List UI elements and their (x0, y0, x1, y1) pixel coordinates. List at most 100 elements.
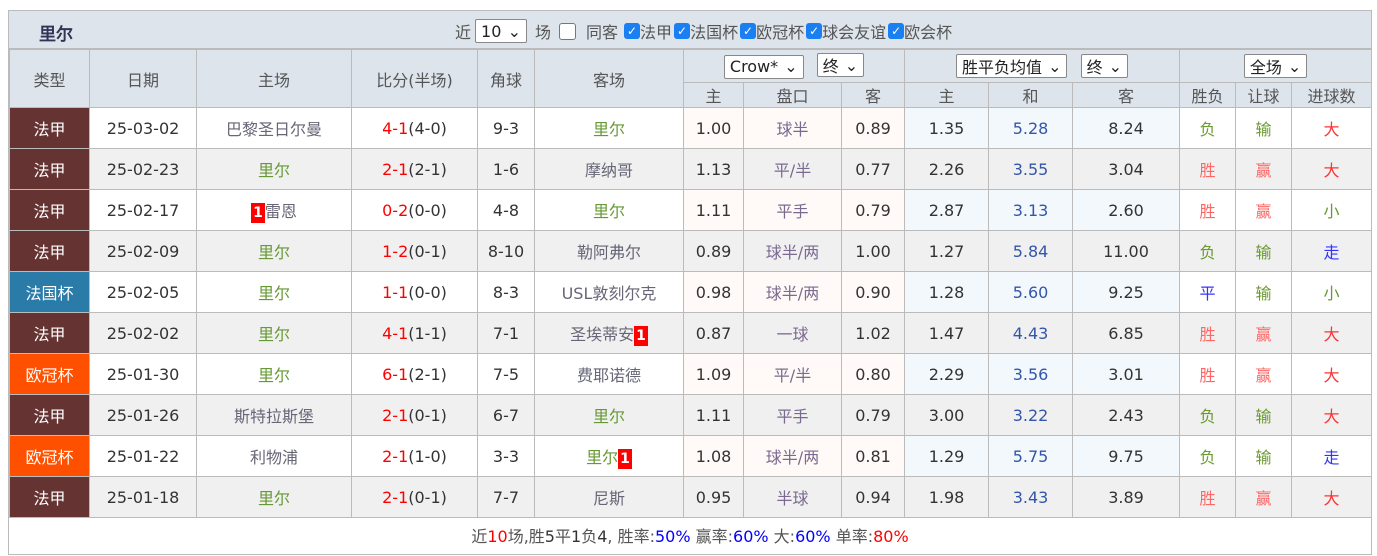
match-type[interactable]: 法甲 (9, 476, 90, 518)
away-team[interactable]: USL敦刻尔克 (534, 271, 684, 313)
full-score: 2-1 (382, 159, 409, 179)
goals-result: 小 (1291, 271, 1373, 313)
away-team[interactable]: 里尔 (534, 394, 684, 436)
match-type[interactable]: 法甲 (9, 148, 90, 190)
score[interactable]: 1-1(0-0) (351, 271, 478, 313)
full-score: 4-1 (382, 118, 409, 138)
team-title: 里尔 (39, 25, 73, 45)
score[interactable]: 4-1(4-0) (351, 107, 478, 149)
recent-count-select[interactable]: 10 ⌄ (475, 19, 528, 43)
home-team[interactable]: 斯特拉斯堡 (196, 394, 352, 436)
team-name: 圣埃蒂安 (570, 324, 635, 344)
league-checkbox[interactable]: ✓ (888, 23, 905, 39)
home-team[interactable]: 1 雷恩 (196, 189, 352, 231)
same-away-checkbox[interactable] (559, 22, 577, 40)
odds-stage-select[interactable]: 终 ⌄ (1080, 54, 1128, 78)
home-team[interactable]: 里尔 (196, 476, 352, 518)
score[interactable]: 1-2(0-1) (351, 230, 478, 272)
odds-draw: 5.84 (988, 230, 1074, 272)
score[interactable]: 2-1(0-1) (351, 476, 478, 518)
score[interactable]: 0-2(0-0) (351, 189, 478, 231)
corners: 7-7 (477, 476, 535, 518)
corners: 8-3 (477, 271, 535, 313)
goals-result: 小 (1291, 189, 1373, 231)
match-type[interactable]: 欧冠杯 (9, 353, 90, 395)
header-type: 类型 (9, 49, 90, 108)
home-team[interactable]: 里尔 (196, 230, 352, 272)
company-select[interactable]: Crow* ⌄ (723, 54, 804, 79)
league-checkbox[interactable]: ✓ (674, 23, 691, 39)
handicap-stage-select[interactable]: 终 ⌄ (816, 53, 865, 78)
result: 胜 (1179, 476, 1237, 518)
period-select[interactable]: 全场 ⌄ (1243, 54, 1308, 78)
corners: 7-1 (477, 312, 535, 354)
home-team[interactable]: 巴黎圣日尔曼 (196, 107, 352, 149)
odds-draw: 4.43 (988, 312, 1074, 354)
score[interactable]: 6-1(2-1) (351, 353, 478, 395)
subheader: 主 (683, 82, 744, 108)
away-team[interactable]: 摩纳哥 (534, 148, 684, 190)
away-team[interactable]: 里尔 1 (534, 435, 684, 477)
match-type[interactable]: 法甲 (9, 394, 90, 436)
league-checkbox[interactable]: ✓ (624, 23, 641, 39)
home-team[interactable]: 里尔 (196, 271, 352, 313)
score[interactable]: 2-1(2-1) (351, 148, 478, 190)
home-team[interactable]: 里尔 (196, 312, 352, 354)
full-score: 1-2 (382, 241, 409, 261)
league-checkbox[interactable]: ✓ (740, 23, 757, 39)
handicap-result: 赢 (1235, 353, 1293, 395)
team-name: 雷恩 (264, 201, 297, 221)
score[interactable]: 2-1(0-1) (351, 394, 478, 436)
away-team[interactable]: 勒阿弗尔 (534, 230, 684, 272)
title-bar: 里尔 近 10 ⌄ 场 同客 ✓ 法甲 ✓ 法国杯 ✓ 欧冠杯 ✓ 球会友谊 ✓ 欧会杯 (9, 11, 1371, 49)
handicap-home-odds: 1.00 (683, 107, 744, 149)
half-score: (4-0) (408, 118, 447, 138)
table-row: 法甲 25-03-02 巴黎圣日尔曼 4-1(4-0) 9-3 里尔 1.00 … (9, 107, 1373, 149)
league-checkbox[interactable]: ✓ (806, 23, 823, 39)
handicap-result: 输 (1235, 435, 1293, 477)
match-type[interactable]: 法甲 (9, 107, 90, 149)
full-score: 0-2 (382, 200, 409, 220)
away-team[interactable]: 费耶诺德 (534, 353, 684, 395)
odds-away: 2.43 (1072, 394, 1181, 436)
handicap-away-odds: 0.79 (840, 189, 906, 231)
table-row: 法甲 25-02-23 里尔 2-1(2-1) 1-6 摩纳哥 1.13 平/半… (9, 148, 1373, 190)
match-type[interactable]: 欧冠杯 (9, 435, 90, 477)
league-label: 欧会杯 (904, 23, 953, 42)
odds-type-select[interactable]: 胜平负均值 ⌄ (956, 54, 1068, 78)
match-type[interactable]: 法甲 (9, 312, 90, 354)
half-score: (2-1) (408, 159, 447, 179)
match-date: 25-01-18 (89, 476, 197, 518)
score[interactable]: 4-1(1-1) (351, 312, 478, 354)
league-label: 法甲 (640, 23, 673, 42)
away-team[interactable]: 里尔 (534, 189, 684, 231)
team-name: 里尔 (592, 120, 625, 139)
away-team[interactable]: 里尔 (534, 107, 684, 149)
handicap-away-odds: 0.77 (840, 148, 906, 190)
away-team[interactable]: 尼斯 (534, 476, 684, 518)
odds-away: 9.25 (1072, 271, 1181, 313)
odds-draw: 5.75 (988, 435, 1074, 477)
handicap-line: 平手 (743, 189, 842, 231)
result-header: 全场 ⌄ (1179, 49, 1373, 83)
handicap-result: 赢 (1235, 148, 1293, 190)
handicap-line: 一球 (743, 312, 842, 354)
match-type[interactable]: 法甲 (9, 189, 90, 231)
handicap-line: 球半/两 (743, 271, 842, 313)
score[interactable]: 2-1(1-0) (351, 435, 478, 477)
handicap-line: 半球 (743, 476, 842, 518)
home-team[interactable]: 利物浦 (196, 435, 352, 477)
odds-draw: 3.13 (988, 189, 1074, 231)
handicap-away-odds: 0.89 (840, 107, 906, 149)
goals-result: 大 (1291, 107, 1373, 149)
match-type[interactable]: 法甲 (9, 230, 90, 272)
home-team[interactable]: 里尔 (196, 148, 352, 190)
odds-draw: 3.22 (988, 394, 1074, 436)
away-team[interactable]: 圣埃蒂安 1 (534, 312, 684, 354)
result: 胜 (1179, 312, 1237, 354)
match-type[interactable]: 法国杯 (9, 271, 90, 313)
goals-result: 大 (1291, 476, 1373, 518)
summary: 近10场,胜5平1负4, 胜率:50% 赢率:60% 大:60% 单率:80% (9, 518, 1371, 555)
home-team[interactable]: 里尔 (196, 353, 352, 395)
odds-away: 3.01 (1072, 353, 1181, 395)
